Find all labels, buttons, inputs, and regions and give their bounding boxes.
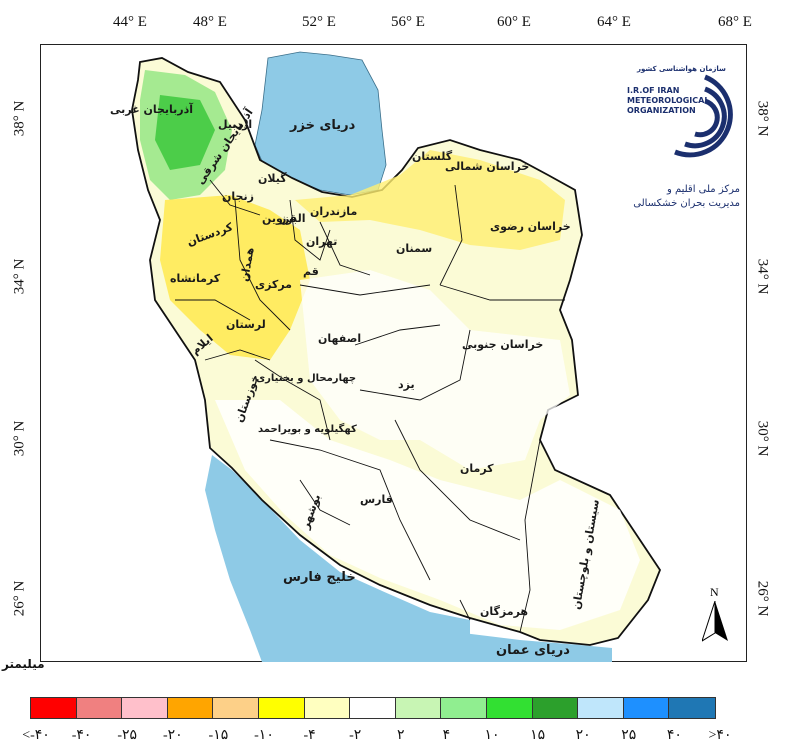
province-label: کرمان [460, 462, 494, 475]
legend-label: ۲۵ [621, 728, 637, 743]
province-label: تهران [306, 235, 338, 248]
province-label: گیلان [258, 172, 287, 185]
legend-label: -۲۵ [117, 728, 138, 743]
legend-label: -۴۰ [71, 728, 92, 743]
persian-gulf-label: خلیج فارس [283, 570, 356, 585]
legend-swatch [350, 698, 396, 718]
legend-label: -۲ [349, 728, 362, 743]
legend-label: -۱۵ [208, 728, 229, 743]
legend-swatch [669, 698, 715, 718]
province-label: مرکزی [255, 278, 292, 291]
province-label: زنجان [222, 190, 254, 203]
logo-subtitle: مدیریت بحران خشکسالی [633, 198, 740, 209]
legend-label: -۱۰ [254, 728, 274, 743]
logo-text: ORGANIZATION [627, 106, 696, 115]
legend-swatch [31, 698, 77, 718]
legend-swatch [167, 698, 214, 718]
north-arrow-icon [702, 601, 728, 642]
wet-zone-nw-core [155, 95, 215, 170]
province-label: قزوین [262, 212, 297, 225]
legend-swatch [213, 698, 259, 718]
neutral-zone-central [300, 270, 570, 470]
legend-swatch [122, 698, 168, 718]
province-label: سمنان [396, 242, 433, 255]
province-label: آذربایجان غربی [110, 103, 194, 116]
legend-swatch [258, 698, 305, 718]
legend-swatch [395, 698, 442, 718]
legend-label: <-۴۰ [22, 728, 50, 743]
legend-swatch [623, 698, 670, 718]
dry-zone-north [295, 150, 565, 250]
logo-emblem-icon [674, 74, 733, 158]
logo-subtitle: مرکز ملی اقلیم و [666, 184, 740, 195]
dry-zone-west [160, 195, 310, 360]
legend-label: -۲۰ [162, 728, 183, 743]
logo-text: I.R.OF IRAN [627, 86, 680, 95]
legend-colorbar [30, 697, 716, 719]
neutral-zone-south [215, 400, 640, 630]
province-label: هرمزگان [480, 605, 529, 618]
lon-tick: 52° E [302, 14, 336, 30]
legend-swatch [304, 698, 351, 718]
oman-sea-label: دریای عمان [496, 643, 570, 658]
legend-swatch [578, 698, 624, 718]
persian-gulf [205, 455, 470, 662]
caspian-sea-label: دریای خزر [290, 118, 356, 133]
lon-tick: 48° E [193, 14, 227, 30]
legend-label: -۴ [303, 728, 316, 743]
province-label: یزد [398, 378, 415, 391]
province-label: اردبیل [218, 118, 253, 131]
lon-tick: 68° E [718, 14, 752, 30]
province-label: لرستان [226, 318, 266, 331]
logo-text: METEOROLOGICAL [627, 96, 710, 105]
province-label: قم [303, 265, 319, 278]
meteorological-organization-logo: سازمان هواشناسی کشور I.R.OF IRAN METEORO… [625, 62, 740, 212]
legend-label: ۱۵ [530, 728, 546, 743]
north-arrow: N [702, 585, 728, 645]
province-label: خراسان رضوی [490, 220, 571, 233]
north-arrow-label: N [710, 585, 719, 599]
legend-swatch [76, 698, 123, 718]
lon-tick: 64° E [597, 14, 631, 30]
lon-tick: 44° E [113, 14, 147, 30]
legend-swatch [532, 698, 579, 718]
province-label: فارس [360, 493, 393, 506]
legend-swatch [441, 698, 487, 718]
lon-tick: 56° E [391, 14, 425, 30]
province-label: کهگیلویه و بویراحمد [258, 424, 357, 435]
province-borders [175, 179, 565, 633]
legend-swatch [486, 698, 533, 718]
province-label: کرمانشاه [170, 272, 221, 285]
gulf-of-oman [455, 632, 612, 662]
province-label: خراسان شمالی [445, 160, 530, 173]
logo-text: سازمان هواشناسی کشور [637, 65, 726, 73]
legend-label: ۲ [397, 728, 405, 743]
province-label: خراسان جنوبی [462, 338, 544, 351]
province-label: اصفهان [318, 332, 362, 345]
legend-label: ۱۰ [484, 728, 500, 743]
unit-label: میلیمتر [2, 657, 45, 671]
province-label: البرز [280, 212, 306, 225]
legend-label: ۴۰ [666, 728, 682, 743]
legend-label: ۲۰ [575, 728, 591, 743]
lon-tick: 60° E [497, 14, 531, 30]
province-label: گلستان [412, 150, 453, 163]
province-label: چهارمحال و بختیاری [256, 373, 357, 384]
legend-label: ۴ [442, 728, 451, 743]
province-label: مازندران [310, 205, 358, 218]
legend-label: >۴۰ [708, 728, 732, 743]
